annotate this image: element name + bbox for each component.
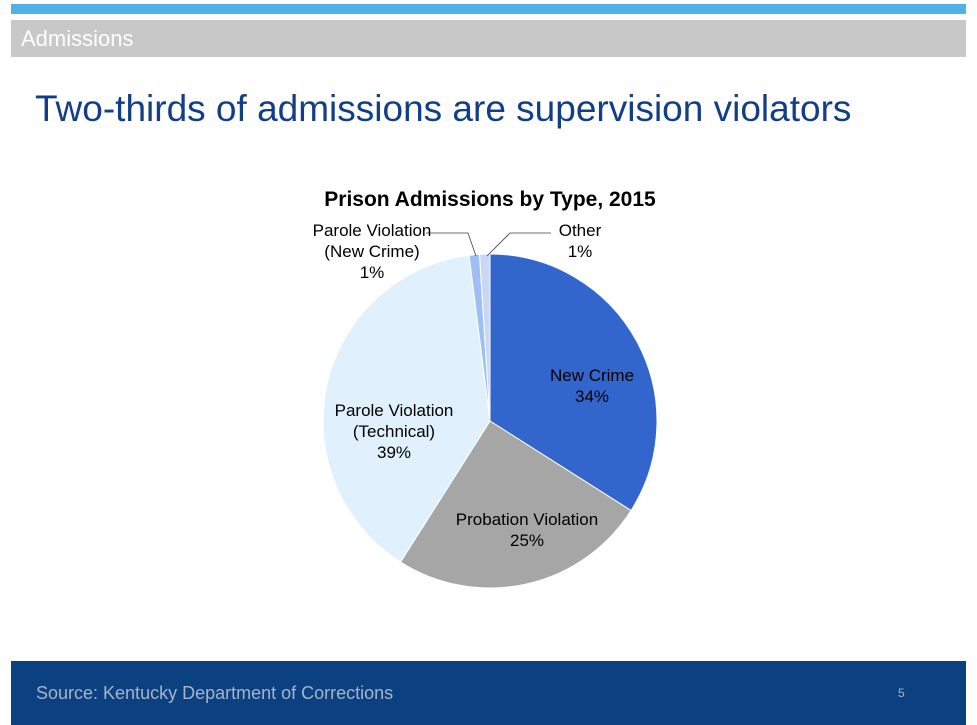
- percent-label: 1%: [568, 242, 593, 261]
- percent-label: 1%: [360, 263, 385, 282]
- category-label-line: Parole Violation: [335, 401, 454, 420]
- pie-slice-other: [478, 253, 491, 422]
- category-label-line: Other: [559, 221, 602, 240]
- section-label: Admissions: [21, 26, 134, 51]
- category-label-line: Parole Violation: [313, 221, 432, 240]
- percent-label: 34%: [575, 387, 609, 406]
- data-label-new-crime: New Crime 34%: [550, 366, 634, 406]
- pie-slice-parole-violation-technical: [322, 254, 491, 563]
- footer-bar: Source: Kentucky Department of Correctio…: [11, 661, 966, 725]
- leader-line-parole-violation-new-crime: [426, 232, 477, 257]
- top-accent-rule: [11, 4, 966, 14]
- chart-title: Prison Admissions by Type, 2015: [324, 188, 656, 211]
- pie-chart: Prison Admissions by Type, 2015 New Crim…: [313, 188, 658, 589]
- percent-label: 25%: [510, 531, 544, 550]
- leader-line-other: [486, 232, 551, 257]
- data-label-parole-violation-new-crime: Parole Violation (New Crime) 1%: [313, 221, 432, 282]
- section-header-bar: Admissions: [11, 20, 966, 57]
- category-label-line: (New Crime): [324, 242, 419, 261]
- percent-label: 39%: [377, 443, 411, 462]
- category-label-line: (Technical): [353, 422, 435, 441]
- data-label-parole-violation-technical: Parole Violation (Technical) 39%: [335, 401, 454, 462]
- category-label-line: Probation Violation: [456, 510, 598, 529]
- pie-slice-probation-violation: [399, 420, 632, 589]
- slide-title: Two-thirds of admissions are supervision…: [35, 88, 852, 129]
- data-label-other: Other 1%: [559, 221, 602, 261]
- data-label-probation-violation: Probation Violation 25%: [456, 510, 598, 550]
- source-note: Source: Kentucky Department of Correctio…: [36, 683, 394, 703]
- pie-slice-new-crime: [489, 253, 658, 512]
- page-number: 5: [898, 686, 905, 700]
- category-label-line: New Crime: [550, 366, 634, 385]
